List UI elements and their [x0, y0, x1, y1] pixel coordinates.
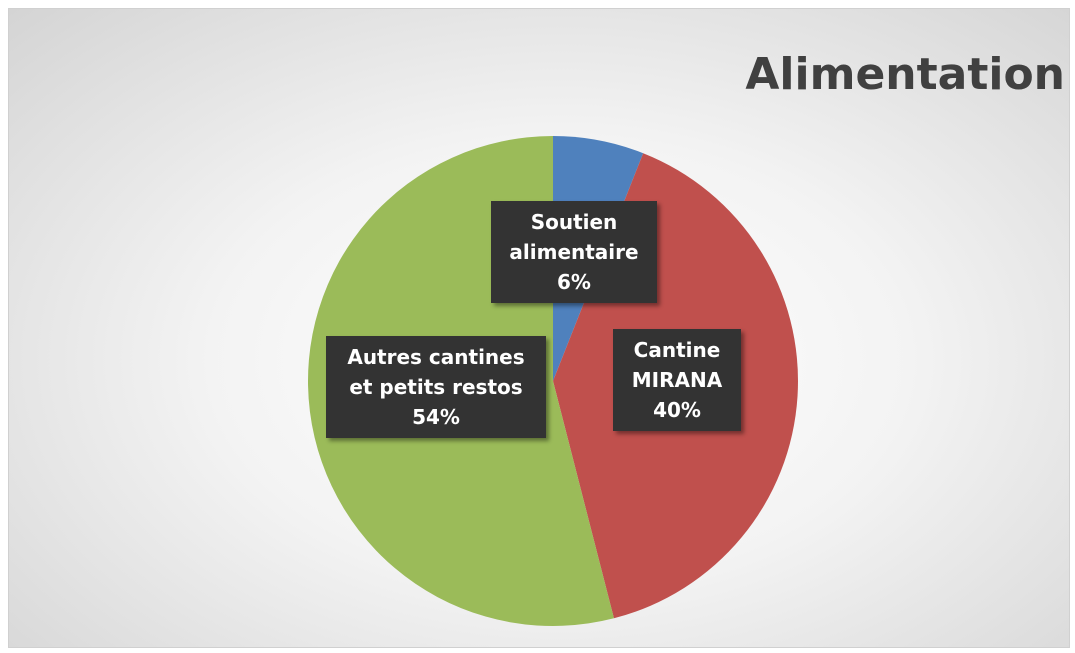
category-label: Cantine MIRANA: [631, 338, 723, 392]
value-label: 54%: [412, 405, 460, 429]
data-label: Soutien alimentaire 6%: [491, 201, 657, 303]
chart: Alimentation Soutien alimentaire 6% Cantin…: [8, 8, 1070, 648]
value-label: 6%: [557, 270, 591, 294]
chart-title: Alimentation: [745, 49, 1065, 100]
pie-area: [307, 136, 798, 627]
data-label: Autres cantines et petits restos 54%: [326, 336, 546, 438]
value-label: 40%: [653, 398, 701, 422]
data-label: Cantine MIRANA 40%: [613, 329, 741, 431]
category-label: Soutien alimentaire: [509, 210, 639, 264]
category-label: Autres cantines et petits restos: [347, 345, 525, 399]
